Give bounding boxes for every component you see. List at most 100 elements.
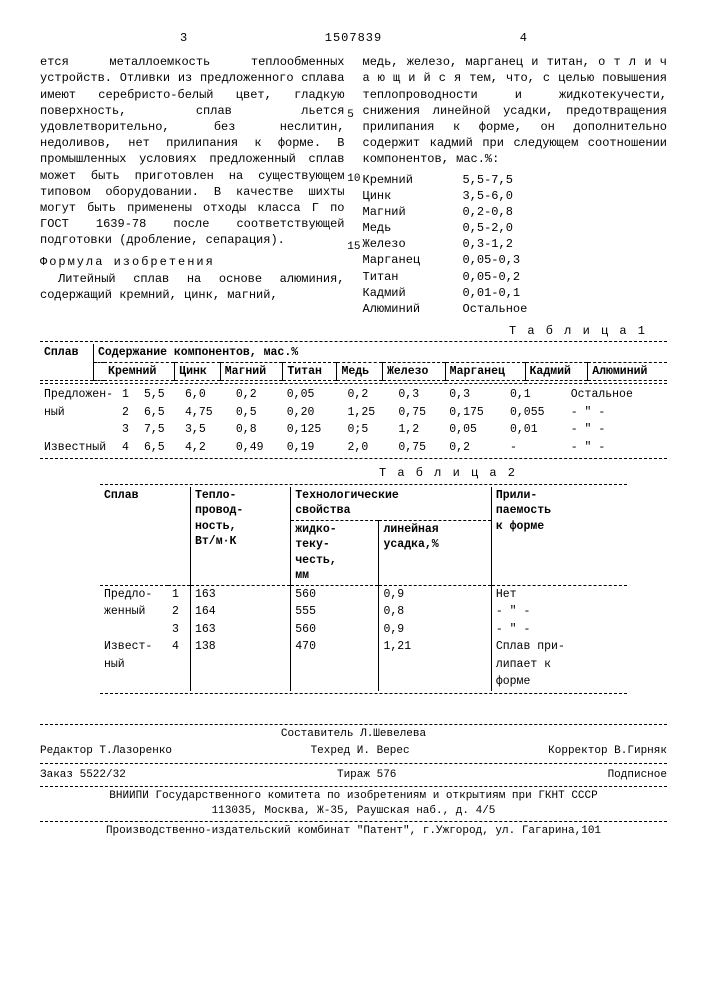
cell: - " - (491, 621, 627, 639)
table1-col: Железо (382, 362, 445, 381)
cell: 0,2 (445, 439, 506, 457)
cell: 164 (191, 603, 291, 621)
cell: Нет (491, 585, 627, 603)
cell: 7,5 (140, 421, 181, 439)
cell (100, 673, 168, 691)
comp-name: Цинк (363, 188, 463, 204)
cell: 560 (291, 621, 379, 639)
table2-label: Т а б л и ц а 2 (40, 465, 517, 481)
cell: 560 (291, 585, 379, 603)
cell: 1,25 (344, 404, 395, 422)
divider (100, 484, 627, 485)
cell: 0,20 (283, 404, 344, 422)
cell: 2 (168, 603, 191, 621)
table1: Сплав Содержание компонентов, мас.% Крем… (40, 344, 667, 381)
cell: 0,05 (445, 421, 506, 439)
formula-title: Формула изобретения (40, 254, 345, 270)
table1-col: Марганец (445, 362, 525, 381)
composition-row: Кремний5,5-7,5 (363, 172, 668, 188)
cell: 0,125 (283, 421, 344, 439)
cell: 0,5 (232, 404, 283, 422)
footer-address: 113035, Москва, Ж-35, Раушская наб., д. … (40, 804, 667, 819)
footer-sostavitel: Составитель Л.Шевелева (40, 727, 667, 742)
comp-name: Кремний (363, 172, 463, 188)
table-row: женный21645550,8- " - (100, 603, 627, 621)
document-number: 1507839 (325, 30, 382, 46)
cell: 2,0 (344, 439, 395, 457)
footer-vniipi: ВНИИПИ Государственного комитета по изоб… (40, 789, 667, 804)
comp-val: 0,5-2,0 (463, 220, 513, 236)
cell (191, 656, 291, 674)
cell: - " - (567, 404, 667, 422)
cell: 6,5 (140, 439, 181, 457)
comp-val: 3,5-6,0 (463, 188, 513, 204)
line-number: 15 (347, 240, 360, 255)
cell: форме (491, 673, 627, 691)
cell: 0,3 (394, 386, 445, 404)
table-row: ный26,54,750,50,201,250,750,1750,055- " … (40, 404, 667, 422)
cell: 0,175 (445, 404, 506, 422)
cell: женный (100, 603, 168, 621)
cell: 1 (168, 585, 191, 603)
composition-row: Магний0,2-0,8 (363, 204, 668, 220)
comp-name: Титан (363, 269, 463, 285)
footer-podpisnoe: Подписное (608, 768, 667, 783)
cell: 138 (191, 638, 291, 656)
row-num: 4 (118, 439, 140, 457)
right-column-text: медь, железо, марганец и титан, о т л и … (363, 54, 668, 167)
cell: 3 (168, 621, 191, 639)
cell: 0,9 (379, 585, 491, 603)
footer-techred: Техред И. Верес (311, 744, 410, 759)
composition-row: Цинк3,5-6,0 (363, 188, 668, 204)
cell: 4,2 (181, 439, 232, 457)
table-row: Извест-41384701,21Сплав при- (100, 638, 627, 656)
cell: 0,75 (394, 439, 445, 457)
footer: Составитель Л.Шевелева Редактор Т.Лазоре… (40, 724, 667, 839)
footer-redactor: Редактор Т.Лазоренко (40, 744, 172, 759)
cell: 0,1 (506, 386, 567, 404)
table-row: ныйлипает к (100, 656, 627, 674)
comp-name: Медь (363, 220, 463, 236)
table1-label: Т а б л и ц а 1 (40, 323, 647, 339)
cell: 0,8 (379, 603, 491, 621)
cell (291, 656, 379, 674)
row-num: 1 (118, 386, 140, 404)
table-row: Предложен-15,56,00,20,050,20,30,30,1Оста… (40, 386, 667, 404)
line-number: 5 (347, 108, 354, 123)
row-label (40, 421, 118, 439)
composition-row: Железо0,3-1,2 (363, 236, 668, 252)
cell: 0,055 (506, 404, 567, 422)
table-row: 31635600,9- " - (100, 621, 627, 639)
t2-head-splav: Сплав (100, 487, 191, 586)
table1-body: Предложен-15,56,00,20,050,20,30,30,1Оста… (40, 386, 667, 456)
comp-val: 0,05-0,3 (463, 252, 521, 268)
cell: 0,2 (232, 386, 283, 404)
cell: Сплав при- (491, 638, 627, 656)
divider (100, 693, 627, 694)
composition-row: Медь0,5-2,0 (363, 220, 668, 236)
composition-row: Марганец0,05-0,3 (363, 252, 668, 268)
cell (100, 621, 168, 639)
divider (40, 458, 667, 459)
table1-head-group: Содержание компонентов, мас.% (93, 344, 667, 362)
left-column-text: ется металлоемкость теплообменных устрой… (40, 54, 345, 248)
row-label: ный (40, 404, 118, 422)
cell: 555 (291, 603, 379, 621)
cell: 0,2 (344, 386, 395, 404)
table2: Сплав Тепло- провод- ность, Вт/м·К Техно… (100, 487, 627, 691)
left-column: ется металлоемкость теплообменных устрой… (40, 54, 345, 317)
comp-val: 0,2-0,8 (463, 204, 513, 220)
cell (168, 673, 191, 691)
t2-sub-zh: жидко- теку- честь, мм (291, 520, 379, 585)
table-row: форме (100, 673, 627, 691)
cell: 0;5 (344, 421, 395, 439)
row-label: Известный (40, 439, 118, 457)
footer-tirazh: Тираж 576 (337, 768, 396, 783)
divider (40, 341, 667, 342)
table1-col: Медь (337, 362, 383, 381)
cell: 0,05 (283, 386, 344, 404)
t2-head-pril: Прили- паемость к форме (491, 487, 627, 586)
cell: - " - (567, 439, 667, 457)
t2-head-tech: Технологические свойства (291, 487, 492, 521)
footer-proizv: Производственно-издательский комбинат "П… (40, 824, 667, 839)
